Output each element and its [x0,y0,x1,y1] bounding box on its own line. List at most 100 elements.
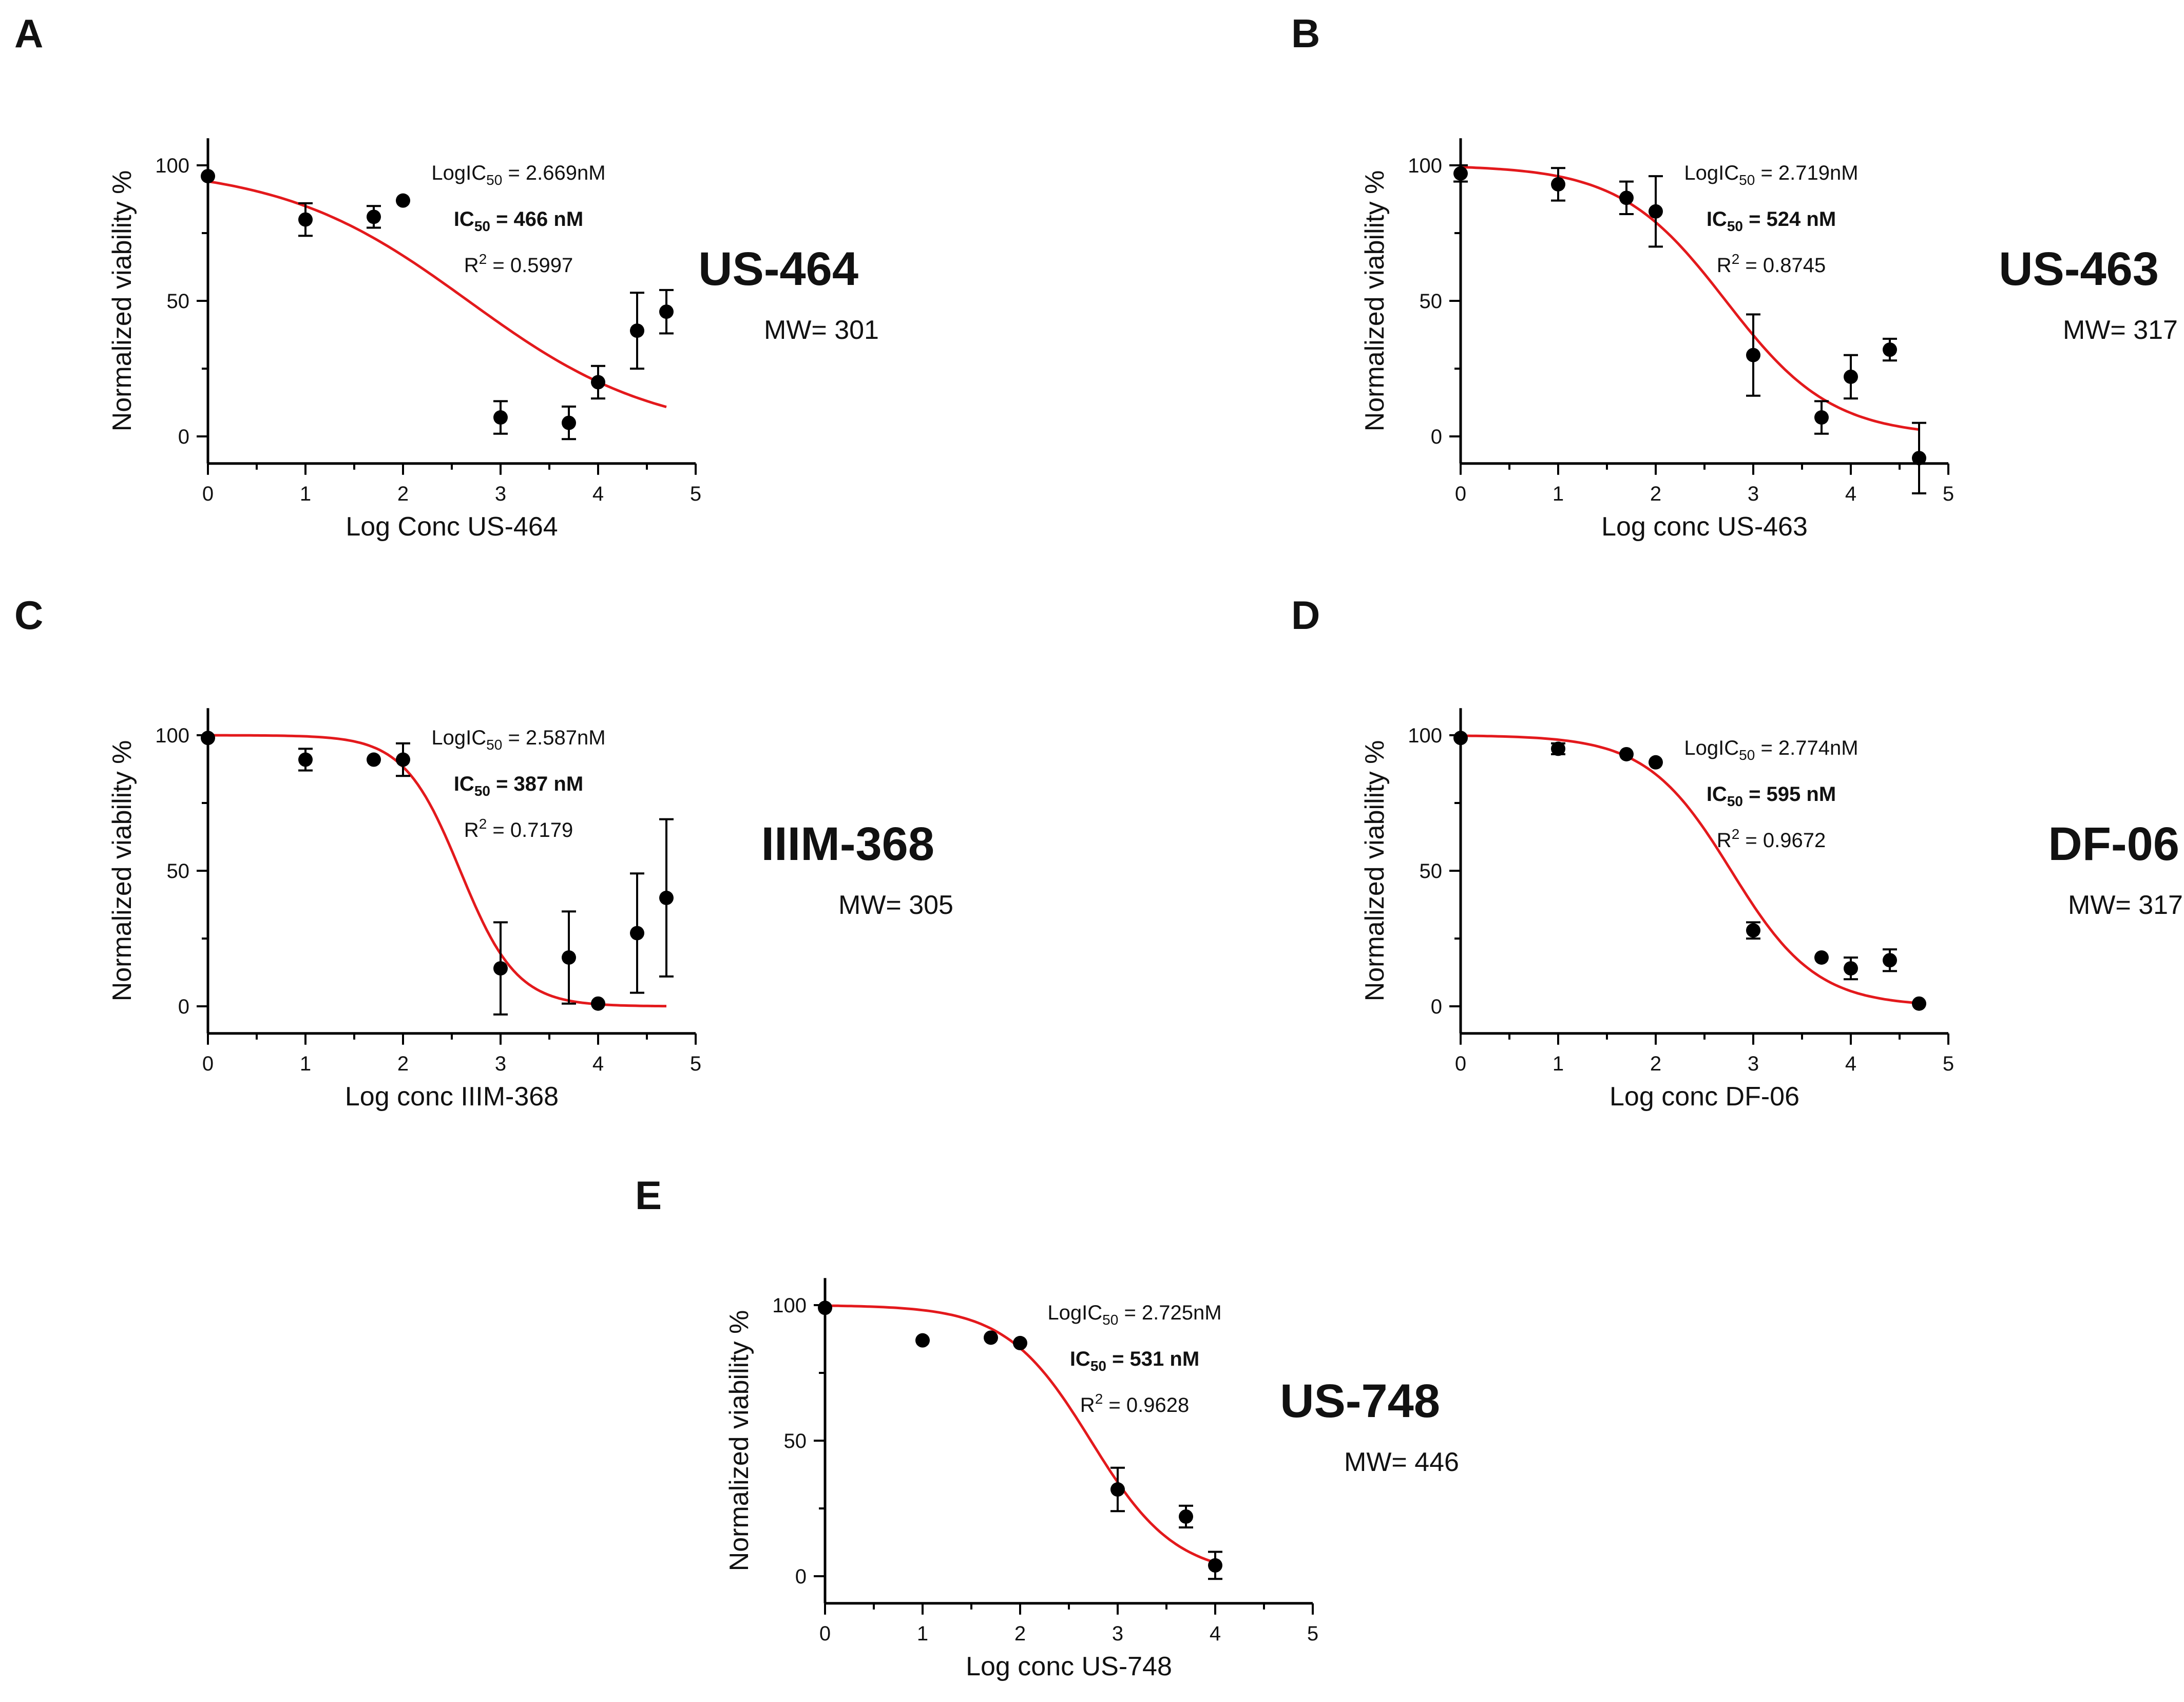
compound-name: US-464 [698,243,858,295]
x-tick-label: 2 [1650,483,1661,505]
y-axis-title: Normalized viability % [1360,740,1390,1002]
panel-letter: D [1291,592,1320,638]
ic50-annotation: IC50 = 531 nM [1070,1348,1199,1374]
data-point-1 [1453,166,1468,181]
data-point-1 [1453,731,1468,745]
y-tick-label: 50 [1420,290,1443,313]
data-point-2 [1551,741,1565,756]
data-point-4 [1013,1335,1027,1350]
data-point-7 [1844,961,1858,976]
y-axis-title: Normalized viability % [1360,170,1390,432]
x-tick-label: 1 [917,1622,928,1645]
x-tick-label: 5 [1307,1622,1318,1645]
x-tick-label: 1 [300,1053,311,1075]
molecular-weight: MW= 317 [2068,890,2183,920]
molecular-weight: MW= 301 [764,315,879,345]
panel-letter: C [14,592,43,638]
x-tick-label: 1 [1553,483,1564,505]
fit-curve [207,180,667,409]
y-tick-label: 100 [772,1294,807,1317]
x-axis-title: Log conc DF-06 [1610,1082,1799,1112]
r2-annotation: R2 = 0.9628 [1080,1391,1189,1417]
data-point-6 [1179,1509,1193,1524]
x-tick-label: 5 [690,1053,701,1075]
molecular-weight: MW= 446 [1344,1447,1459,1477]
x-tick-label: 0 [202,483,214,505]
data-point-5 [493,961,508,976]
x-tick-label: 2 [397,483,409,505]
data-point-2 [298,752,313,767]
log-ic50-annotation: LogIC50 = 2.774nM [1684,737,1858,763]
data-point-3 [984,1330,998,1345]
data-point-8 [1883,953,1897,968]
data-point-2 [1551,177,1565,192]
y-tick-label: 0 [1431,426,1442,448]
panel-letter: B [1291,11,1320,56]
y-tick-label: 0 [178,426,189,448]
data-point-4 [396,193,410,208]
data-point-4 [1649,755,1663,770]
x-tick-label: 3 [1112,1622,1123,1645]
log-ic50-annotation: LogIC50 = 2.719nM [1684,162,1858,188]
r2-annotation: R2 = 0.8745 [1717,251,1826,277]
y-tick-label: 100 [155,155,189,177]
compound-name: IIIM-368 [761,818,934,870]
compound-name: US-463 [1999,243,2159,295]
r2-annotation: R2 = 0.9672 [1717,826,1826,852]
fit-curve [208,734,666,1008]
compound-name: US-748 [1280,1375,1440,1427]
ic50-annotation: IC50 = 387 nM [454,773,583,799]
y-tick-label: 50 [784,1430,807,1452]
data-point-6 [1814,950,1829,965]
data-point-4 [1649,204,1663,219]
y-axis-title: Normalized viability % [107,170,137,432]
x-tick-label: 0 [1455,483,1466,505]
data-point-9 [659,890,674,905]
y-tick-label: 100 [1408,155,1442,177]
data-point-2 [915,1333,930,1348]
data-point-2 [298,212,313,227]
x-tick-label: 3 [495,1053,506,1075]
molecular-weight: MW= 305 [838,890,953,920]
y-tick-label: 0 [1431,996,1442,1018]
x-tick-label: 3 [1748,1053,1759,1075]
r2-annotation: R2 = 0.5997 [464,251,573,277]
log-ic50-annotation: LogIC50 = 2.669nM [431,162,605,188]
y-tick-label: 50 [1420,860,1443,883]
compound-name: DF-06 [2048,818,2179,870]
data-point-5 [1746,348,1760,362]
data-point-1 [818,1301,832,1315]
y-tick-label: 0 [795,1565,807,1588]
y-tick-label: 50 [167,860,190,883]
data-point-9 [1912,996,1926,1011]
log-ic50-annotation: LogIC50 = 2.587nM [431,726,605,753]
r2-annotation: R2 = 0.7179 [464,816,573,842]
x-tick-label: 1 [1553,1053,1564,1075]
data-point-5 [1110,1482,1125,1497]
x-tick-label: 4 [1845,1053,1856,1075]
y-axis-title: Normalized viability % [107,740,137,1002]
data-point-6 [562,950,576,965]
x-tick-label: 4 [1845,483,1856,505]
data-point-7 [1208,1558,1222,1573]
panel-letter: E [635,1173,662,1218]
x-tick-label: 4 [592,483,604,505]
data-point-5 [1746,923,1760,938]
fit-curve [1460,166,1920,431]
x-tick-label: 4 [592,1053,604,1075]
x-tick-label: 3 [495,483,506,505]
data-point-7 [591,375,605,390]
panel-letter: A [14,11,43,56]
x-tick-label: 5 [690,483,701,505]
x-tick-label: 1 [300,483,311,505]
x-tick-label: 2 [1014,1622,1026,1645]
data-point-8 [1883,342,1897,357]
x-tick-label: 3 [1748,483,1759,505]
data-point-7 [591,996,605,1011]
x-tick-label: 4 [1210,1622,1221,1645]
